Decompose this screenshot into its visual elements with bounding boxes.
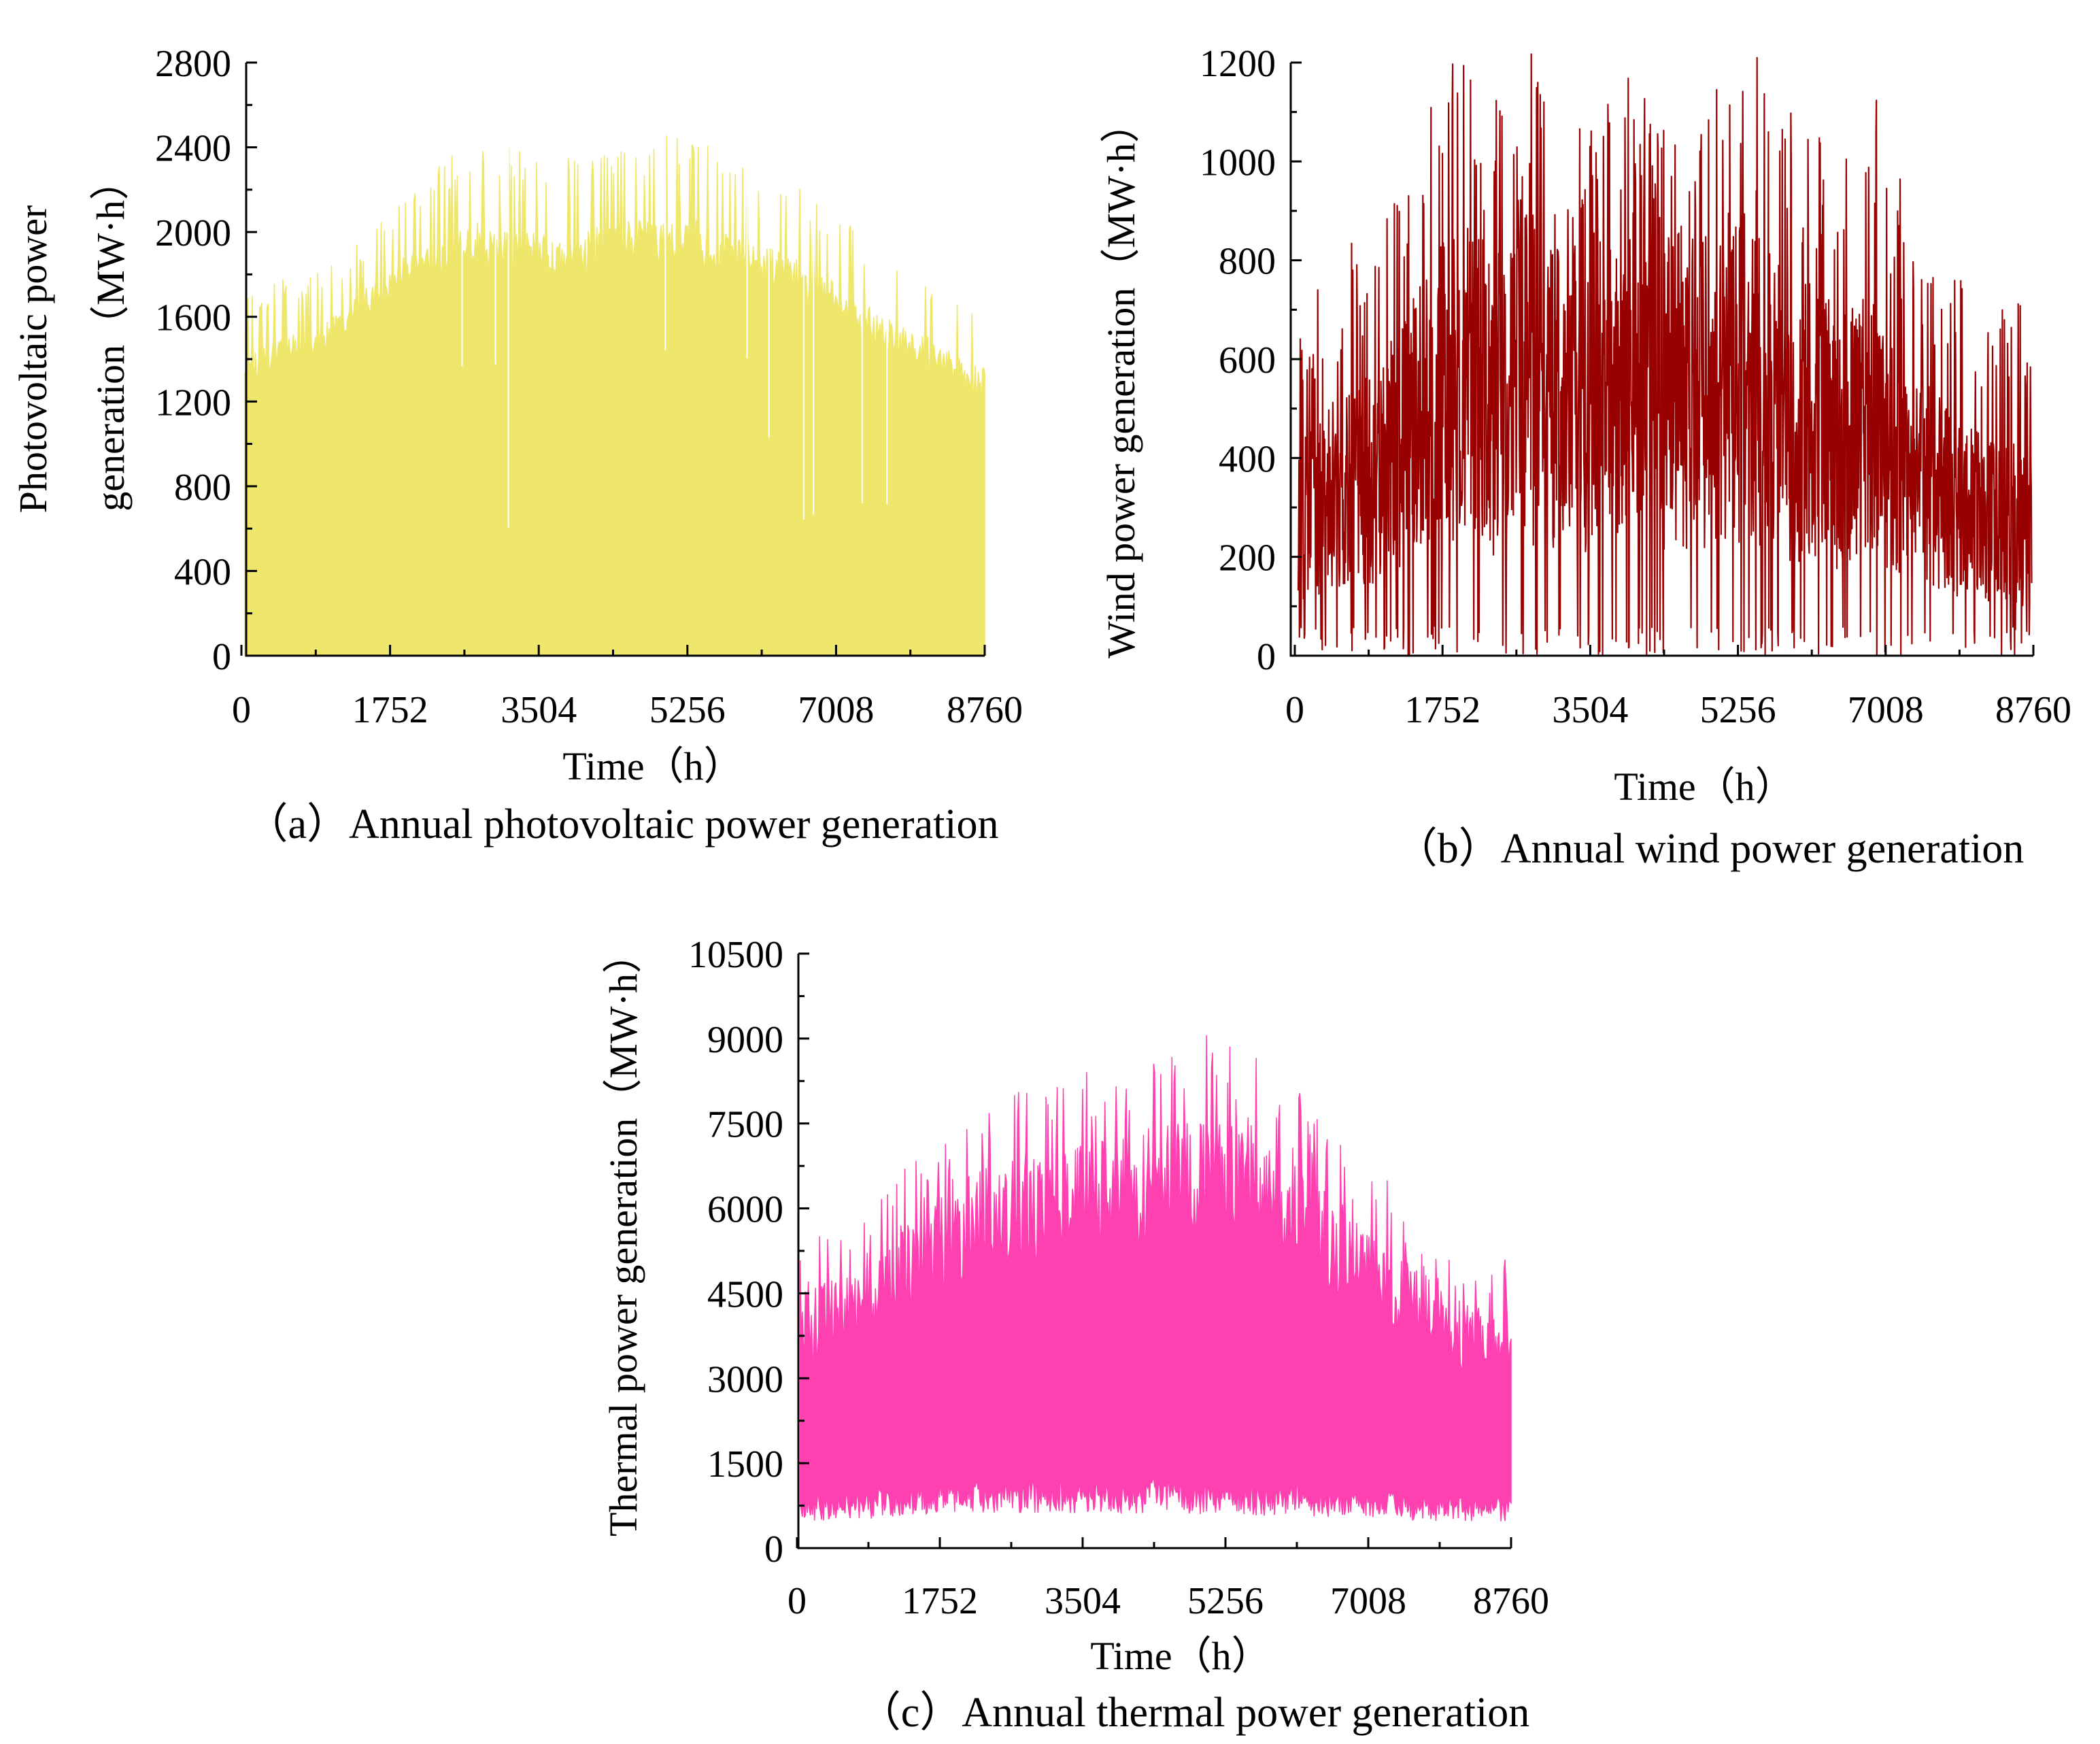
wind-x-tick-label: 7008 (1848, 689, 1924, 731)
wind-y-tick-label: 800 (1219, 241, 1276, 283)
photovoltaic-x-tick-label: 1752 (352, 689, 428, 731)
photovoltaic-series-area (244, 135, 985, 656)
thermal-y-tick-label: 1500 (707, 1443, 783, 1486)
thermal-x-tick-label: 0 (788, 1580, 807, 1622)
photovoltaic-y-label-line1: Photovoltaic power (11, 205, 55, 514)
thermal-y-tick-label: 6000 (707, 1189, 783, 1231)
thermal-y-tick-label: 4500 (707, 1273, 783, 1315)
wind-x-ticks: 0 1752 3504 5256 7008 8760 (1285, 645, 2071, 731)
photovoltaic-y-tick-label: 400 (174, 551, 231, 593)
photovoltaic-x-tick-label: 3504 (501, 689, 577, 731)
wind-y-label: Wind power generation（MW·h） (1099, 103, 1143, 658)
photovoltaic-y-tick-label: 0 (212, 636, 231, 678)
thermal-x-ticks: 0 1752 3504 5256 7008 8760 (788, 1537, 1549, 1622)
thermal-y-label: Thermal power generation（MW·h） (601, 934, 645, 1537)
wind-x-tick-label: 0 (1285, 689, 1304, 731)
photovoltaic-x-tick-label: 7008 (798, 689, 874, 731)
thermal-y-tick-label: 3000 (707, 1358, 783, 1401)
photovoltaic-y-label-line2: generation（MW·h） (88, 161, 133, 511)
wind-caption: （b）Annual wind power generation (1395, 826, 2025, 872)
wind-y-tick-label: 1000 (1200, 141, 1276, 184)
photovoltaic-x-tick-label: 0 (232, 689, 251, 731)
photovoltaic-x-tick-label: 8760 (947, 689, 1023, 731)
thermal-plot-area (800, 1035, 1512, 1522)
wind-series-line (1297, 53, 2033, 656)
thermal-x-tick-label: 3504 (1045, 1580, 1121, 1622)
wind-x-tick-label: 1752 (1404, 689, 1480, 731)
wind-y-ticks: 0 200 400 600 800 1000 1200 (1200, 43, 1302, 678)
thermal-x-tick-label: 7008 (1330, 1580, 1406, 1622)
thermal-y-ticks: 0 1500 3000 4500 6000 7500 9000 10500 (688, 934, 809, 1571)
wind-y-tick-label: 400 (1219, 438, 1276, 480)
wind-y-tick-label: 1200 (1200, 43, 1276, 85)
photovoltaic-y-tick-label: 800 (174, 467, 231, 509)
photovoltaic-y-ticks: 0 400 800 1200 1600 2000 2400 2800 (155, 43, 257, 678)
wind-y-tick-label: 200 (1219, 537, 1276, 580)
wind-x-tick-label: 8760 (1995, 689, 2071, 731)
wind-x-label: Time（h） (1614, 765, 1794, 809)
thermal-series-area (800, 1035, 1512, 1522)
photovoltaic-x-label: Time（h） (562, 744, 743, 788)
wind-x-tick-label: 5256 (1700, 689, 1776, 731)
photovoltaic-plot-area (244, 63, 985, 656)
wind-plot-area (1297, 53, 2033, 656)
wind-y-tick-label: 600 (1219, 339, 1276, 382)
photovoltaic-x-ticks: 0 1752 3504 5256 7008 8760 (232, 645, 1023, 731)
photovoltaic-y-tick-label: 2000 (155, 212, 231, 254)
photovoltaic-y-tick-label: 1200 (155, 382, 231, 424)
thermal-y-tick-label: 0 (764, 1528, 783, 1571)
photovoltaic-caption: （a）Annual photovoltaic power generation (245, 801, 998, 848)
thermal-y-tick-label: 10500 (688, 934, 783, 976)
wind-x-tick-label: 3504 (1552, 689, 1628, 731)
wind-y-tick-label: 0 (1257, 636, 1276, 678)
photovoltaic-y-tick-label: 1600 (155, 297, 231, 339)
photovoltaic-y-tick-label: 2400 (155, 128, 231, 170)
thermal-caption: （c）Annual thermal power generation (859, 1690, 1530, 1736)
panel-c: 0 1500 3000 4500 6000 7500 9000 10500 0 1752 3504… (601, 934, 1549, 1736)
thermal-x-label: Time（h） (1090, 1634, 1270, 1678)
thermal-y-tick-label: 7500 (707, 1104, 783, 1146)
panel-b: 0 200 400 600 800 1000 1200 0 1752 3504 5256 7008 8… (1099, 43, 2071, 872)
panel-a: 0 400 800 1200 1600 2000 2400 2800 0 1752 3504 525… (11, 43, 1023, 848)
photovoltaic-x-tick-label: 5256 (649, 689, 726, 731)
photovoltaic-y-tick-label: 2800 (155, 43, 231, 85)
thermal-x-tick-label: 8760 (1473, 1580, 1549, 1622)
thermal-x-tick-label: 5256 (1187, 1580, 1264, 1622)
thermal-y-tick-label: 9000 (707, 1019, 783, 1061)
thermal-x-tick-label: 1752 (902, 1580, 978, 1622)
